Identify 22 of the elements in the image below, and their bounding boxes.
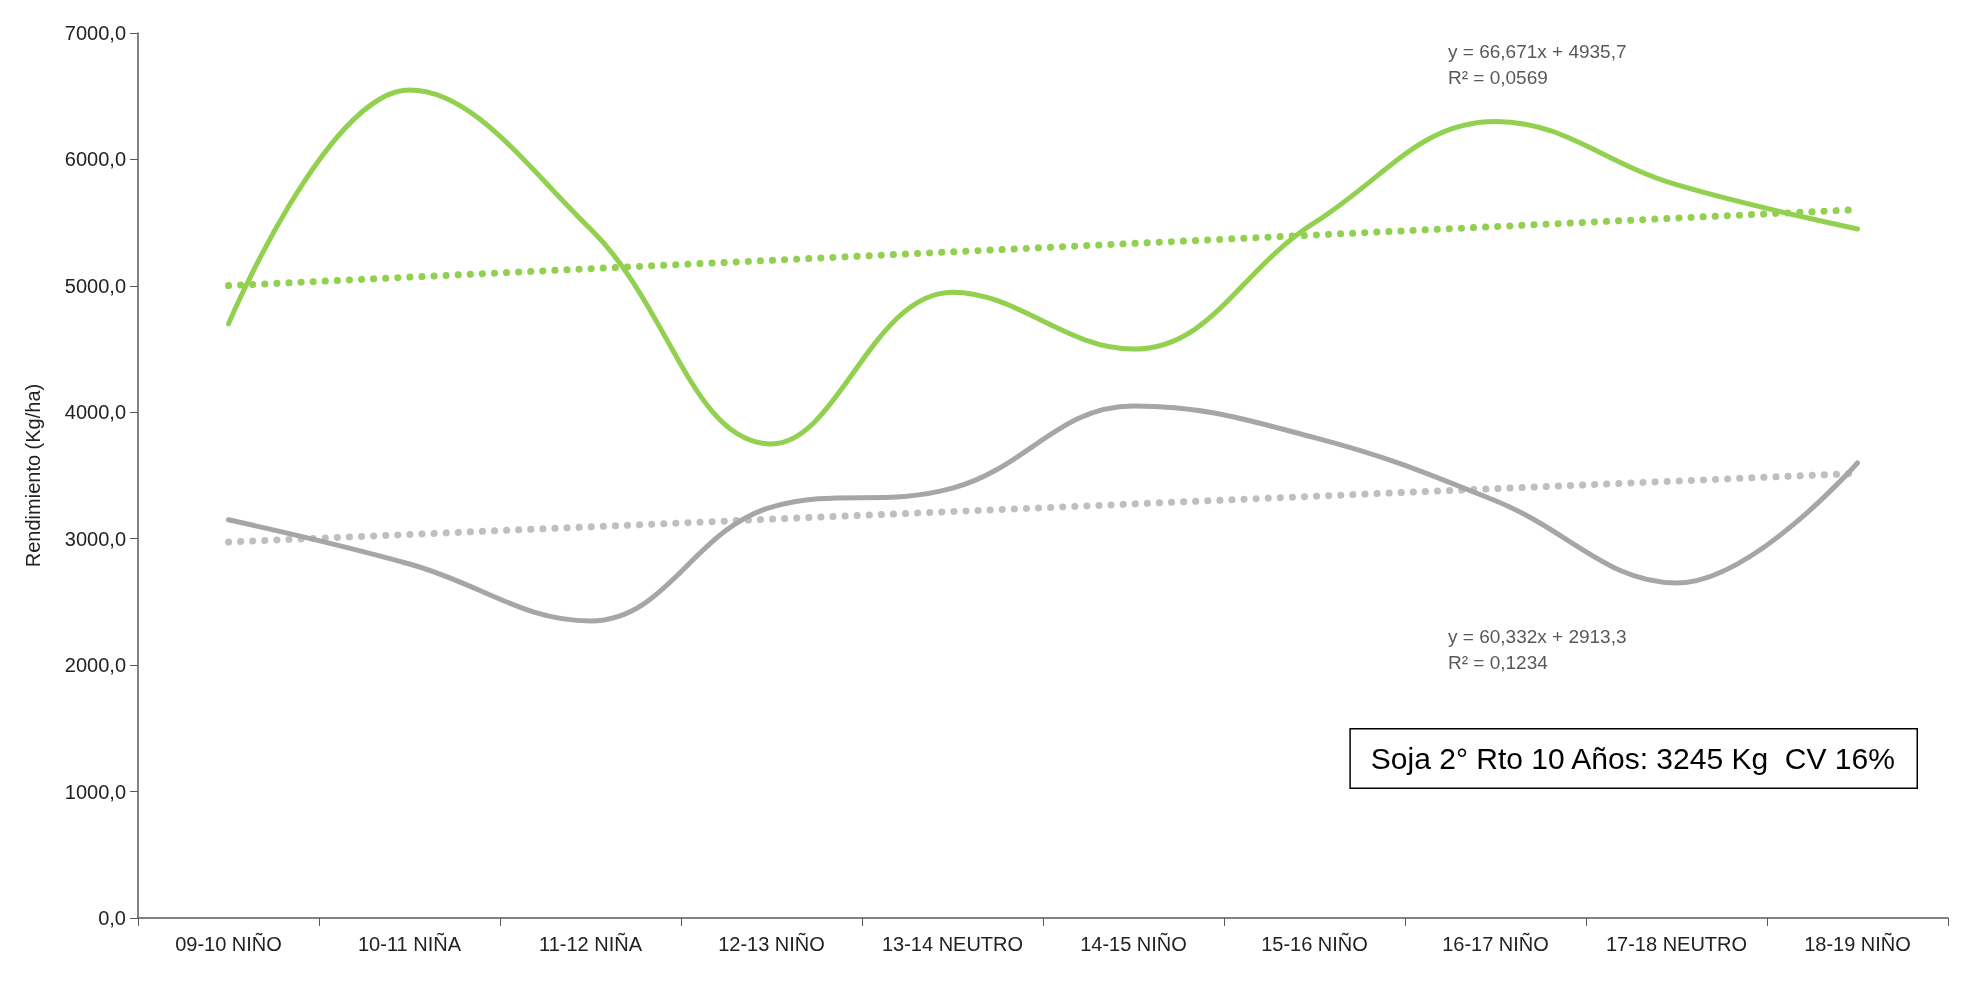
x-tick-label: 17-18 NEUTRO (1605, 933, 1748, 955)
x-tick-label: 14-15 NIÑO (1080, 932, 1187, 955)
x-tick-label: 13-14 NEUTRO (881, 933, 1024, 955)
y-tick-label: 3000,0 (64, 527, 126, 550)
x-tick-label: 10-11 NIÑA (357, 932, 462, 955)
x-tick-label: 15-16 NIÑO (1261, 932, 1368, 955)
y-tick-label: 6000,0 (64, 148, 126, 171)
y-tick-label: 5000,0 (64, 274, 126, 297)
x-tick-label: 11-12 NIÑA (538, 932, 643, 955)
annotation: y = 60,332x + 2913,3 R² = 0,1234 (1448, 625, 1627, 673)
y-tick-label: 4000,0 (64, 401, 126, 424)
y-tick-label: 0,0 (98, 907, 126, 929)
x-tick-label: 12-13 NIÑO (718, 932, 825, 955)
y-tick-label: 1000,0 (64, 780, 126, 803)
annotation: Soja 2° Rto 10 Años: 3245 Kg CV 16% (1370, 742, 1895, 775)
x-tick-label: 09-10 NIÑO (175, 932, 282, 955)
y-axis-title: Rendimiento (Kg/ha) (22, 383, 44, 568)
y-tick-label: 2000,0 (64, 654, 126, 677)
x-tick-label: 16-17 NIÑO (1442, 932, 1549, 955)
x-tick-label: 18-19 NIÑO (1804, 932, 1911, 955)
y-tick-label: 7000,0 (64, 22, 126, 44)
annotation: y = 66,671x + 4935,7 R² = 0,0569 (1448, 40, 1627, 88)
